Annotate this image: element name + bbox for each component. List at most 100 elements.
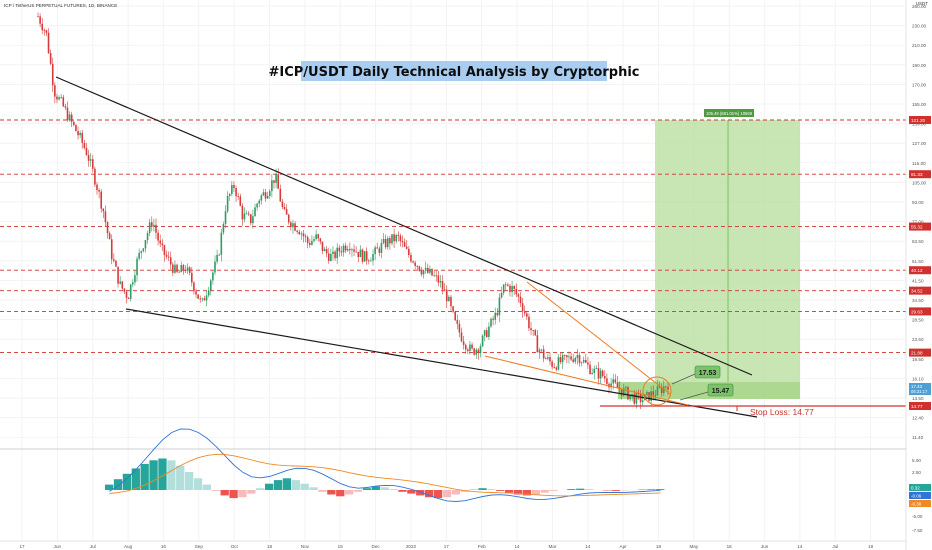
candle-body [302, 233, 305, 237]
candle-body [66, 107, 69, 121]
time-tick-label: 14 [514, 544, 520, 549]
price-tick-label: 260.00 [912, 4, 926, 9]
candle-body [41, 23, 44, 31]
candle-body [627, 387, 629, 400]
candle-body [635, 392, 638, 404]
candle-body [64, 106, 67, 108]
candle-body [612, 379, 615, 384]
signal-line-value: -0.38 [911, 502, 922, 507]
callout-upper-box[interactable] [694, 365, 721, 379]
candle-body [534, 330, 537, 336]
current-price-badge [909, 383, 931, 395]
candle-body [125, 291, 128, 298]
time-tick-label: Aug [124, 544, 133, 549]
candle-body [399, 235, 402, 241]
callout-upper-value: 17.53 [699, 370, 717, 377]
candle-body [424, 267, 427, 271]
candle-body [81, 132, 84, 143]
macd-histogram-bar [469, 489, 478, 490]
candle-body [557, 357, 560, 370]
price-tick-label: 115.00 [912, 161, 926, 166]
candle-body [317, 234, 320, 239]
macd-pane[interactable] [105, 428, 665, 502]
time-tick-label: Feb [478, 544, 486, 549]
candle-body [391, 234, 393, 244]
resistance-price: 40.12 [911, 268, 923, 273]
symbol-header: ICP / TetherUS PERPETUAL FUTURES, 1D, BI… [4, 3, 117, 8]
candle-body [195, 291, 197, 295]
candle-body [207, 290, 210, 296]
target-label: 105.49 (681.01%) 10569 [706, 111, 753, 116]
resistance-badge [909, 222, 931, 231]
candle-body [412, 261, 414, 263]
candle-body [142, 248, 145, 252]
title-background [301, 61, 607, 81]
price-axis[interactable]: 260.00 230.00 210.00 190.00 170.00 155.00 139.… [912, 4, 926, 440]
candle-body [631, 394, 633, 396]
macd-histogram-bar [309, 487, 318, 490]
falling-wedge-lower[interactable] [484, 355, 689, 406]
candle-body [243, 213, 246, 220]
candle-body [526, 313, 528, 317]
macd-histogram-bar [478, 488, 487, 490]
wedge-lower-trendline[interactable] [125, 308, 758, 418]
candle-body [593, 368, 596, 373]
candle-body [667, 386, 669, 390]
time-axis[interactable]: 17 Jun Jul Aug 16 Sep Oct 18 Nov 15 Dec 2022 17 Feb 14… [19, 544, 873, 549]
callout-lower-box[interactable] [707, 383, 734, 397]
candle-body [597, 368, 600, 379]
macd-histogram-bar [149, 460, 158, 490]
candle-body [235, 188, 237, 197]
macd-histogram-bar [122, 473, 132, 490]
wedge-upper-trendline[interactable] [55, 76, 753, 376]
candle-body [306, 237, 309, 243]
candle-body [349, 248, 351, 251]
resistance-price: 55.32 [911, 225, 923, 230]
candle-body [113, 259, 115, 261]
candle-body [70, 114, 73, 122]
resistance-badge [909, 307, 931, 316]
candle-body [515, 288, 518, 295]
candle-body [205, 295, 208, 301]
candle-body [237, 196, 239, 197]
candle-body [100, 191, 103, 209]
candle-body [313, 239, 315, 241]
candle-body [517, 294, 520, 297]
candle-body [656, 386, 659, 396]
candle-body [321, 241, 324, 252]
candle-body [359, 249, 362, 258]
macd-histogram-bar [256, 488, 265, 490]
candle-body [224, 211, 227, 224]
price-tick-label: 28.50 [912, 318, 924, 323]
time-tick-label: Mar [548, 544, 556, 549]
price-tick-label: 127.00 [912, 141, 926, 146]
candle-body [376, 247, 379, 249]
candle-body [254, 207, 256, 217]
candle-body [500, 292, 503, 298]
macd-histogram-bar [131, 468, 140, 490]
macd-histogram-bar [433, 490, 443, 499]
candle-body [485, 330, 488, 337]
candle-body [614, 379, 617, 383]
falling-wedge-upper[interactable] [526, 281, 671, 395]
time-tick-label: 14 [797, 544, 803, 549]
candle-body [330, 254, 332, 261]
candle-body [513, 286, 515, 289]
candle-body [625, 387, 627, 389]
candle-body [256, 203, 258, 208]
macd-tick-label: 5.00 [912, 458, 921, 463]
chart-title: #ICP/USDT Daily Technical Analysis by Cr… [268, 65, 639, 80]
candle-body [658, 386, 661, 388]
price-tick-label: 139.00 [912, 122, 926, 127]
candle-body [481, 335, 484, 347]
macd-tick-label: -7.50 [912, 528, 923, 533]
candle-body [336, 247, 338, 259]
price-tick-label: 51.50 [912, 259, 924, 264]
candle-body [652, 391, 655, 396]
price-tick-label: 77.00 [912, 220, 924, 225]
candle-body [540, 349, 543, 351]
resistance-badge [909, 116, 931, 124]
candle-body [218, 254, 221, 256]
candle-body [599, 370, 602, 379]
